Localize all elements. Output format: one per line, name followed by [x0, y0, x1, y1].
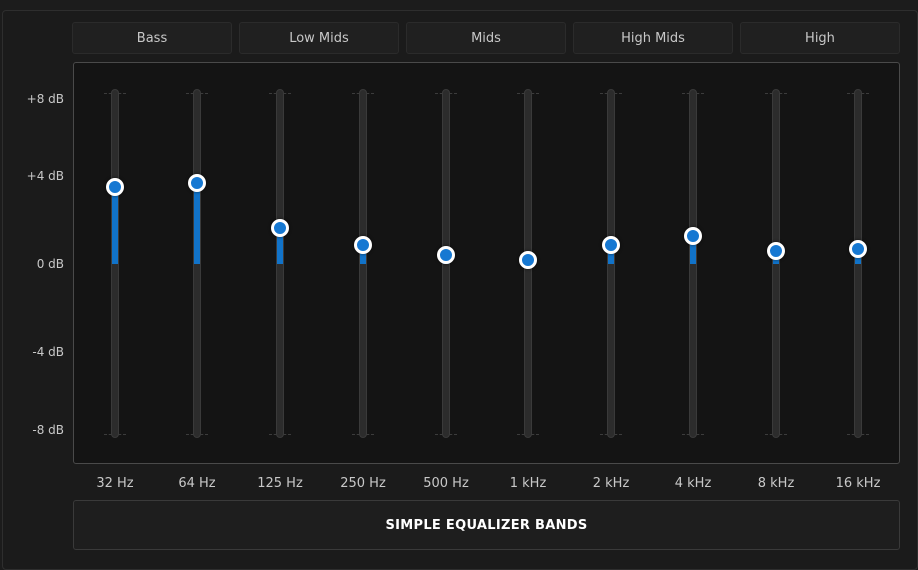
frequency-label: 32 Hz: [96, 476, 134, 491]
frequency-label: 64 Hz: [178, 476, 216, 491]
footer-title: SIMPLE EQUALIZER BANDS: [385, 517, 588, 533]
slider-fill: [690, 236, 696, 264]
frequency-label: 8 kHz: [757, 476, 795, 491]
slider-knob[interactable]: [767, 242, 785, 261]
slider-knob[interactable]: [354, 235, 372, 254]
slider-knob[interactable]: [684, 227, 702, 246]
frequency-label: 16 kHz: [835, 476, 881, 491]
slider-knob[interactable]: [437, 246, 455, 265]
slider-knob[interactable]: [271, 218, 289, 237]
slider-fill: [360, 244, 366, 264]
slider-fill: [112, 187, 118, 264]
slider-knob[interactable]: [188, 173, 206, 192]
band-group-high-mids[interactable]: High Mids: [573, 22, 733, 54]
equalizer-graph: [73, 62, 900, 464]
band-group-low-mids[interactable]: Low Mids: [239, 22, 399, 54]
frequency-label: 4 kHz: [674, 476, 712, 491]
y-axis-label-plus4: +4 dB: [26, 169, 64, 183]
slider-knob[interactable]: [519, 250, 537, 269]
y-axis-label-zero: 0 dB: [36, 257, 64, 271]
frequency-label: 2 kHz: [592, 476, 630, 491]
slider-fill: [608, 244, 614, 264]
slider-knob[interactable]: [106, 178, 124, 197]
frequency-label: 500 Hz: [423, 476, 469, 491]
slider-fill: [277, 227, 283, 264]
footer-title-bar: SIMPLE EQUALIZER BANDS: [73, 500, 900, 550]
slider-knob[interactable]: [602, 235, 620, 254]
slider-knob[interactable]: [849, 240, 867, 259]
frequency-label: 1 kHz: [509, 476, 547, 491]
y-axis-label-minus8: -8 dB: [32, 423, 64, 437]
frequency-label: 125 Hz: [257, 476, 303, 491]
frequency-label: 250 Hz: [340, 476, 386, 491]
y-axis-label-plus8: +8 dB: [26, 92, 64, 106]
band-group-high[interactable]: High: [740, 22, 900, 54]
slider-fill: [194, 182, 200, 264]
y-axis-label-minus4: -4 dB: [32, 345, 64, 359]
band-group-mids[interactable]: Mids: [406, 22, 566, 54]
band-group-bass[interactable]: Bass: [72, 22, 232, 54]
